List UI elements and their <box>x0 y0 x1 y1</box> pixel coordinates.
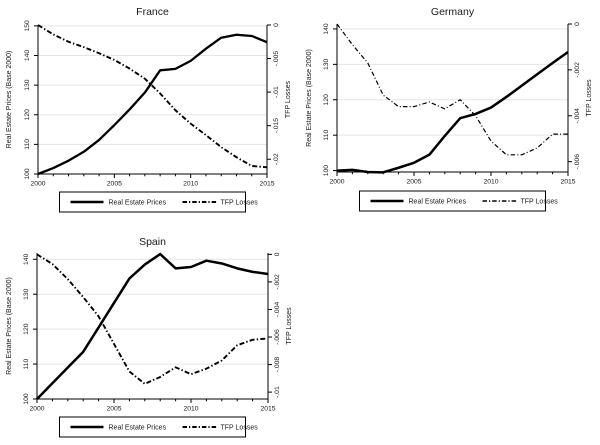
right-tick-label: 0 <box>273 23 280 27</box>
real-estate-prices-line <box>37 33 268 176</box>
legend-label-real-estate: Real Estate Prices <box>109 199 167 206</box>
chart-svg-germany: 100 110 120 130 140 0 -.002 -.004 -.006 2000 2005 2… <box>306 6 593 212</box>
legend-label-tfp: TFP Losses <box>521 198 559 205</box>
chart-panel-germany: 100 110 120 130 140 0 -.002 -.004 -.006 2000 2005 2… <box>300 0 600 220</box>
left-tick-label: 110 <box>323 130 330 141</box>
tfp-losses-line <box>336 23 568 156</box>
real-estate-prices-line <box>336 50 569 174</box>
legend-label-tfp: TFP Losses <box>221 199 259 206</box>
left-tick-label: 120 <box>323 94 330 106</box>
left-tick-label: 140 <box>323 23 330 35</box>
x-tick-label: 2005 <box>106 406 121 413</box>
chart-title: France <box>136 6 169 18</box>
x-tick-label: 2015 <box>560 179 575 186</box>
real-estate-prices-line <box>36 252 269 400</box>
right-tick-label: -.002 <box>574 62 581 78</box>
right-tick-label: -.005 <box>273 51 280 67</box>
right-tick-label: -.004 <box>274 302 281 318</box>
chart-panel-spain: 100 110 120 130 140 0 -.002 -.004 -.006 -.008 -.01… <box>0 220 300 445</box>
x-tick-label: 2000 <box>30 181 45 188</box>
legend-label-real-estate: Real Estate Prices <box>409 198 467 205</box>
left-axis-title: Real Estate Prices (Base 2000) <box>306 49 313 147</box>
left-tick-label: 120 <box>24 109 31 121</box>
tfp-losses-line <box>37 24 268 169</box>
left-tick-label: 100 <box>23 393 30 405</box>
left-tick-label: 110 <box>23 358 30 369</box>
x-tick-label: 2005 <box>107 181 122 188</box>
legend-box <box>359 190 546 212</box>
x-tick-label: 2015 <box>259 181 274 188</box>
chart-svg-spain: 100 110 120 130 140 0 -.002 -.004 -.006 -.008 -.01… <box>6 236 293 438</box>
right-tick-label: 0 <box>274 252 281 256</box>
right-axis-title: TFP Losses <box>285 80 292 118</box>
x-tick-label: 2000 <box>29 406 44 413</box>
tfp-losses-line <box>36 253 269 385</box>
chart-svg-france: 100 110 120 130 140 150 0 -.005 -.01 -.015 -.02 200… <box>6 6 292 213</box>
left-tick-label: 100 <box>24 168 31 180</box>
right-tick-label: -.015 <box>273 118 280 134</box>
right-tick-label: -.01 <box>273 86 280 98</box>
x-tick-label: 2010 <box>183 181 198 188</box>
left-tick-label: 150 <box>24 20 31 32</box>
left-tick-label: 140 <box>23 253 30 265</box>
right-tick-label: -.01 <box>274 386 281 398</box>
legend-label-real-estate: Real Estate Prices <box>109 424 167 431</box>
left-tick-label: 100 <box>323 165 330 177</box>
right-tick-label: -.006 <box>274 329 281 345</box>
right-axis-title: TFP Losses <box>286 307 293 345</box>
x-tick-label: 2005 <box>406 179 421 186</box>
left-axis-title: Real Estate Prices (Base 2000) <box>6 277 13 375</box>
left-tick-label: 130 <box>323 58 330 70</box>
left-tick-label: 140 <box>24 50 31 62</box>
left-tick-label: 120 <box>23 323 30 335</box>
x-tick-label: 2000 <box>329 179 344 186</box>
x-tick-label: 2015 <box>260 406 275 413</box>
legend-label-tfp: TFP Losses <box>221 424 259 431</box>
right-axis-title: TFP Losses <box>586 79 593 117</box>
x-tick-label: 2010 <box>483 179 498 186</box>
left-tick-label: 110 <box>24 139 31 150</box>
right-tick-label: -.002 <box>274 274 281 290</box>
chart-title: Spain <box>139 236 166 248</box>
right-tick-label: -.02 <box>273 153 280 165</box>
right-tick-label: -.008 <box>274 357 281 373</box>
right-tick-label: 0 <box>574 22 581 26</box>
chart-title: Germany <box>431 6 475 18</box>
x-tick-label: 2010 <box>183 406 198 413</box>
left-tick-label: 130 <box>24 79 31 91</box>
right-tick-label: -.004 <box>574 108 581 124</box>
chart-panel-france: 100 110 120 130 140 150 0 -.005 -.01 -.015 -.02 200… <box>0 0 300 220</box>
left-axis-title: Real Estate Prices (Base 2000) <box>6 51 13 149</box>
legend-box <box>59 416 246 438</box>
left-tick-label: 130 <box>23 288 30 300</box>
legend-box <box>59 191 246 213</box>
right-tick-label: -.006 <box>574 154 581 170</box>
